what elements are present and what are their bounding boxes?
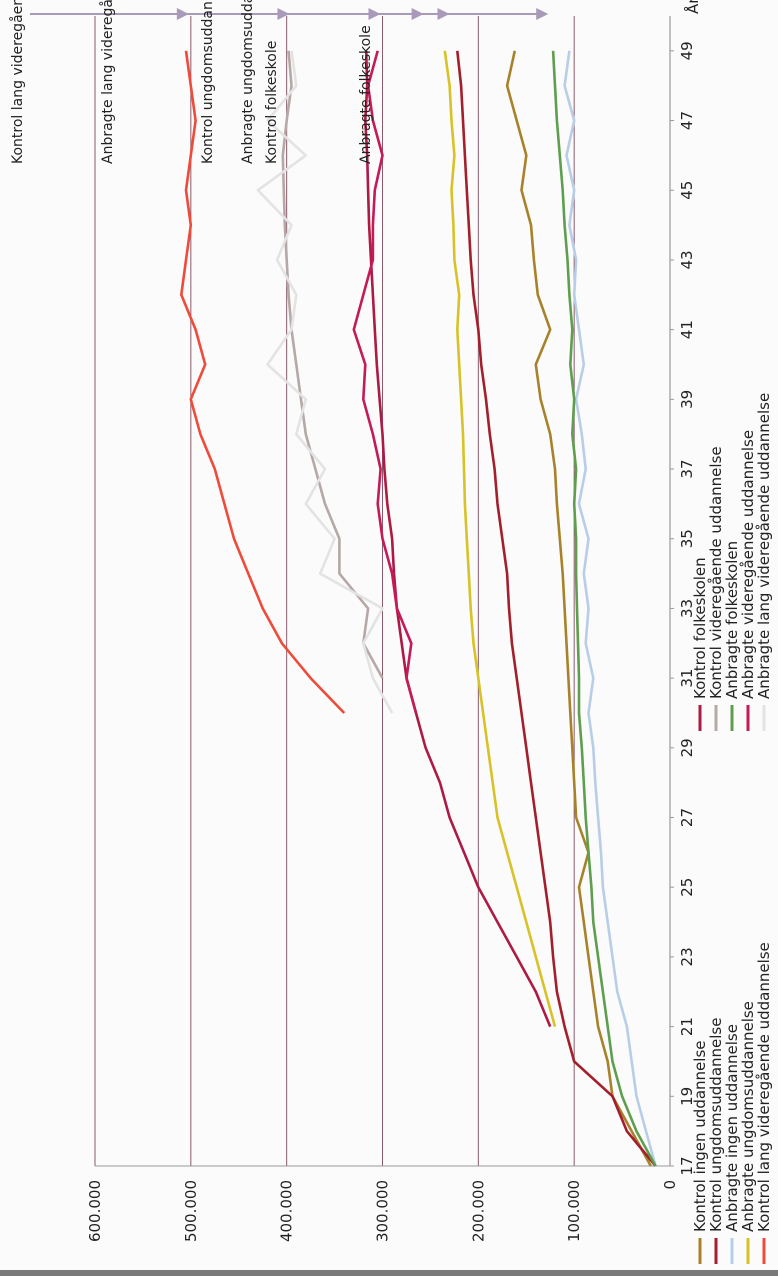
series-line (505, 50, 652, 1167)
x-tick-label: 29 (678, 738, 696, 757)
annotation-label: Kontrol folkeskole (264, 41, 280, 164)
annotation-label: Anbragte lang videregående (99, 0, 116, 164)
legend-label: Anbragte lang videregående uddannelse (755, 393, 773, 699)
legend-label: Kontrol ungdomsuddannelse (707, 1018, 725, 1232)
series-line (551, 50, 657, 1167)
series-line (456, 50, 657, 1167)
series-line (352, 50, 418, 714)
legend-label: Kontrol folkeskolen (691, 557, 709, 699)
x-tick-label: 45 (678, 181, 696, 200)
y-tick-label: 0 (661, 1180, 679, 1190)
x-tick-label: 17 (678, 1156, 696, 1175)
x-tick-label: 19 (678, 1087, 696, 1106)
y-tick-label: 500.000 (182, 1180, 200, 1242)
x-tick-label: 27 (678, 808, 696, 827)
x-tick-label: 35 (678, 529, 696, 548)
series-line (281, 50, 384, 679)
page-edge (0, 1270, 778, 1276)
x-tick-label: 37 (678, 459, 696, 478)
x-tick-label: 31 (678, 669, 696, 688)
x-tick-label: 43 (678, 250, 696, 269)
y-tick-label: 300.000 (374, 1180, 392, 1242)
series-line (363, 50, 552, 1028)
x-tick-label: 39 (678, 390, 696, 409)
y-tick-label: 200.000 (469, 1180, 487, 1242)
series-line (180, 50, 346, 714)
x-tick-label: 41 (678, 320, 696, 339)
x-tick-label: 33 (678, 599, 696, 618)
y-tick-label: 400.000 (278, 1180, 296, 1242)
x-tick-label: 25 (678, 878, 696, 897)
grid (94, 16, 575, 1166)
legend-label: Kontrol lang videregående uddannelse (755, 942, 773, 1232)
axes: 0 100.000 200.000 300.000 400.000 500.000 600.… (86, 0, 702, 1242)
series-line (256, 50, 394, 714)
annotation-label: Anbragte ungdomsuddannelse (240, 0, 256, 164)
legend-label: Anbragte videregående uddannelse (739, 430, 757, 699)
legend-label: Kontrol ingen uddannelse (691, 1041, 709, 1233)
x-tick-label: 49 (678, 41, 696, 60)
x-tick-label: 21 (678, 1017, 696, 1036)
legend-label: Kontrol videregående uddannelse (707, 446, 725, 699)
annotation-arrowhead (536, 8, 549, 20)
legend-label: Anbragte ingen uddannelse (723, 1024, 741, 1232)
y-tick-label: 100.000 (565, 1180, 583, 1242)
legend-label: Anbragte ungdomsuddannelse (739, 1001, 757, 1232)
annotations: Kontrol lang videregående Anbragte lang v… (9, 0, 549, 164)
legend-label: Anbragte folkeskolen (723, 541, 741, 699)
series-line (563, 50, 657, 1167)
annotation-label: Anbragte folkeskole (358, 25, 374, 164)
y-tick-label: 600.000 (86, 1180, 104, 1242)
series-line (443, 50, 557, 1027)
x-axis-label: År (683, 0, 702, 14)
x-tick-label: 47 (678, 111, 696, 130)
annotation-label: Kontrol ungdomsuddannelse (200, 0, 216, 164)
annotation-label: Kontrol lang videregående (9, 0, 26, 164)
x-tick-label: 23 (678, 947, 696, 966)
series-lines (180, 50, 657, 1167)
